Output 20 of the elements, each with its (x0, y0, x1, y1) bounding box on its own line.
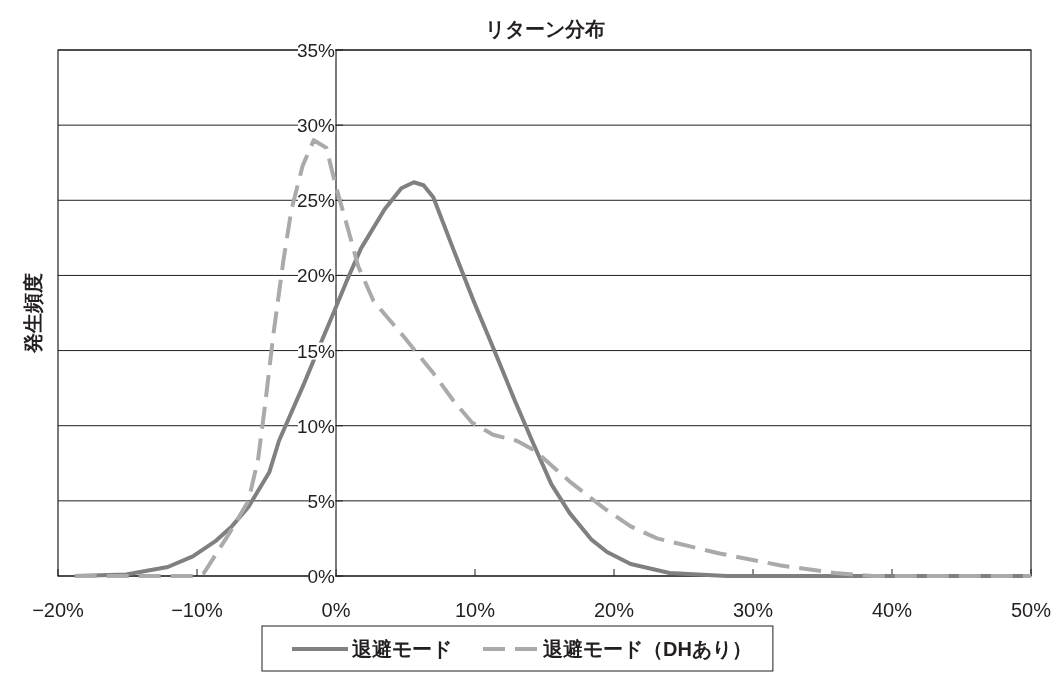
legend-label: 退避モード (351, 638, 452, 660)
y-tick-label: 10% (296, 415, 336, 437)
y-tick-label: 25% (296, 190, 336, 212)
x-tick-label: 10% (454, 599, 496, 621)
legend-label: 退避モード（DHあり） (542, 638, 752, 660)
x-tick-label: 50% (1010, 599, 1052, 621)
y-tick-label: 15% (296, 340, 336, 362)
y-tick-label: 5% (307, 490, 336, 512)
y-tick-label: 0% (307, 566, 336, 587)
y-tick-label: 30% (296, 115, 336, 137)
x-tick-label: 30% (732, 599, 774, 621)
x-tick-label: 20% (593, 599, 635, 621)
x-tick-label: 0% (321, 599, 351, 621)
x-tick-label: −20% (32, 599, 85, 621)
y-tick-label: 20% (296, 265, 336, 287)
y-axis-title: 発生頻度 (22, 273, 44, 354)
x-tick-label: 40% (871, 599, 913, 621)
x-tick-label: −10% (171, 599, 224, 621)
y-tick-label: 35% (296, 40, 336, 61)
chart-title: リターン分布 (484, 18, 605, 40)
